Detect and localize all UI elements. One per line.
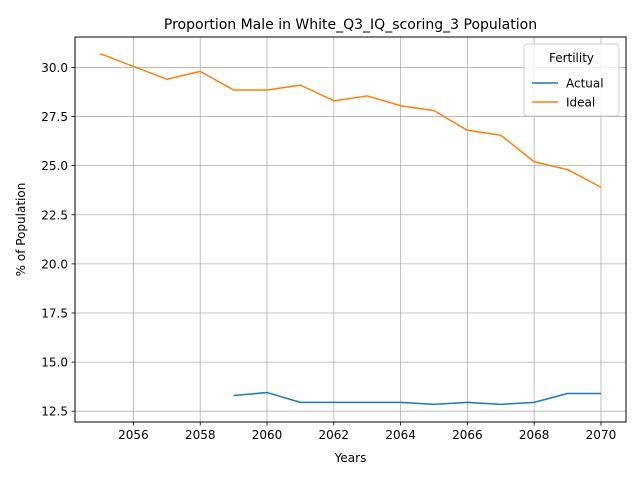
x-tick-label: 2058 bbox=[185, 428, 216, 442]
series-line-actual bbox=[233, 391, 601, 406]
y-axis-label: % of Population bbox=[14, 183, 28, 277]
y-tick-label: 12.5 bbox=[41, 405, 68, 419]
x-axis-ticks: 2056 2058 2060 2062 2064 2066 2068 2070 bbox=[118, 422, 616, 442]
y-tick-label: 20.0 bbox=[41, 257, 68, 271]
chart-title: Proportion Male in White_Q3_IQ_scoring_3… bbox=[164, 17, 537, 33]
y-tick-label: 25.0 bbox=[41, 159, 68, 173]
x-tick-label: 2056 bbox=[118, 428, 149, 442]
x-tick-label: 2070 bbox=[586, 428, 617, 442]
legend: Fertility Actual Ideal bbox=[523, 43, 620, 117]
series-line-ideal bbox=[99, 52, 602, 188]
y-tick-label: 27.5 bbox=[41, 110, 68, 124]
legend-box bbox=[523, 43, 620, 117]
x-tick-label: 2066 bbox=[452, 428, 483, 442]
legend-label-actual: Actual bbox=[566, 77, 604, 91]
y-axis-ticks: 12.5 15.0 17.5 20.0 22.5 25.0 27.5 30.0 bbox=[41, 61, 75, 419]
x-tick-label: 2064 bbox=[385, 428, 416, 442]
axes-frame bbox=[74, 36, 627, 423]
legend-title: Fertility bbox=[549, 51, 594, 65]
y-tick-label: 15.0 bbox=[41, 356, 68, 370]
y-tick-label: 30.0 bbox=[41, 61, 68, 75]
x-tick-label: 2068 bbox=[519, 428, 550, 442]
y-tick-label: 22.5 bbox=[41, 208, 68, 222]
legend-label-ideal: Ideal bbox=[566, 96, 595, 110]
y-tick-label: 17.5 bbox=[41, 306, 68, 320]
x-axis-label: Years bbox=[334, 451, 367, 465]
series-lines bbox=[99, 52, 602, 406]
x-tick-label: 2062 bbox=[319, 428, 350, 442]
x-tick-label: 2060 bbox=[252, 428, 283, 442]
